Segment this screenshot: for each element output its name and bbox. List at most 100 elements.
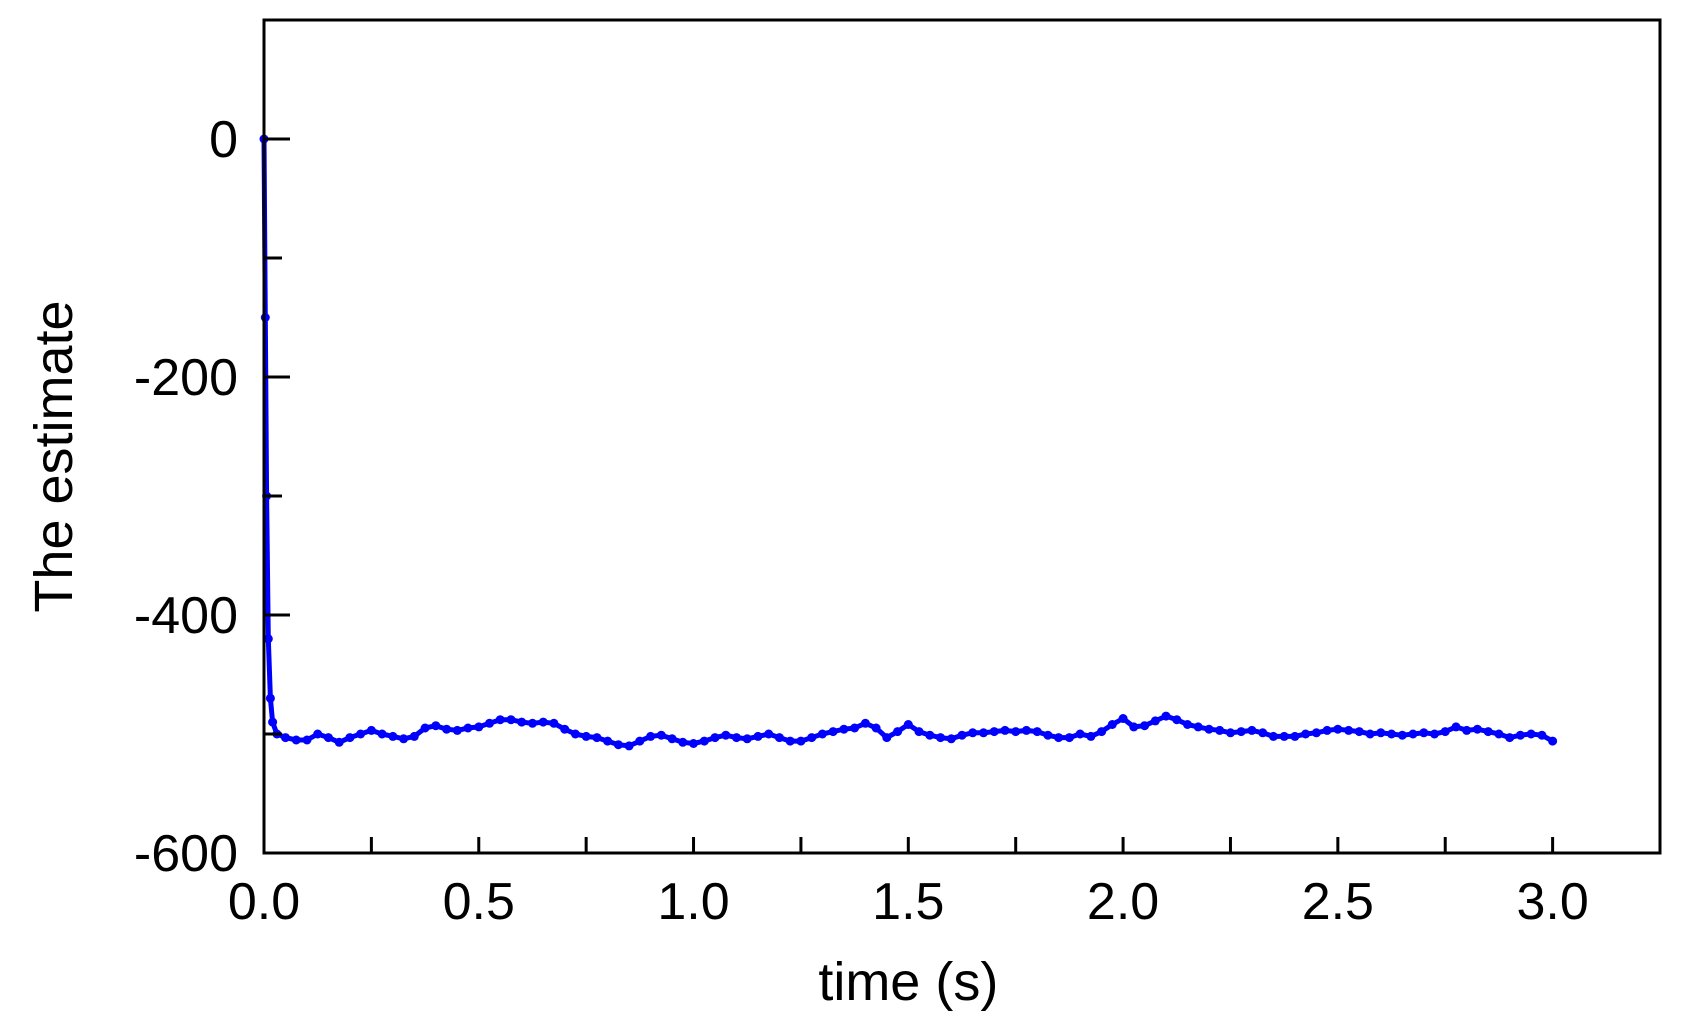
series-point (1054, 733, 1064, 743)
series-point (1494, 729, 1504, 739)
series-point (323, 733, 333, 743)
series-point (1279, 731, 1289, 741)
series-point (1333, 724, 1343, 734)
series-point (281, 733, 290, 743)
x-tick-label: 0.0 (228, 873, 300, 931)
series-point (1129, 722, 1139, 732)
series-point (463, 723, 473, 733)
series-point (925, 730, 935, 740)
series-point (265, 693, 275, 703)
series-point (914, 727, 924, 737)
series-point (388, 731, 398, 741)
y-tick-label: -200 (134, 349, 238, 407)
series-point (474, 722, 484, 732)
series-point (581, 731, 591, 741)
series-point (409, 731, 419, 741)
series-point (893, 727, 903, 737)
series-point (1365, 729, 1375, 739)
series-point (1161, 711, 1171, 721)
series-point (1301, 729, 1311, 739)
series-point (635, 736, 645, 746)
series-point (528, 718, 537, 728)
series-point (1064, 733, 1074, 743)
series-point (356, 729, 366, 739)
series-point (345, 733, 355, 743)
series-point (656, 730, 666, 740)
series-point (742, 734, 752, 744)
series-point (710, 733, 720, 743)
series-point (452, 725, 462, 735)
series-point (1451, 722, 1461, 732)
series-point (1204, 724, 1214, 734)
series-point (946, 734, 956, 744)
series-point (1268, 731, 1278, 741)
series-point (549, 718, 559, 728)
series-point (753, 731, 763, 741)
series-point (1419, 728, 1429, 738)
series-point (989, 727, 999, 737)
series-point (1107, 720, 1117, 729)
series-point (613, 740, 623, 750)
series-point (1215, 725, 1225, 735)
series-point (1011, 727, 1021, 737)
series-point (1290, 731, 1300, 741)
x-tick-label: 3.0 (1516, 873, 1588, 931)
series-point (968, 728, 978, 738)
series-point (1032, 727, 1042, 737)
series-point (1183, 720, 1192, 729)
series-point (442, 724, 452, 734)
series-point (689, 739, 698, 748)
series-point (1354, 727, 1364, 737)
series-point (334, 737, 344, 747)
series-point (1408, 729, 1418, 739)
series-point (828, 727, 838, 737)
series-point (1172, 715, 1182, 725)
x-tick-label: 1.5 (872, 873, 944, 931)
series-point (667, 734, 677, 744)
series-point (1118, 714, 1128, 723)
axis-ticks (262, 137, 1555, 855)
series-point (377, 729, 387, 739)
series-point (366, 725, 376, 735)
series-point (817, 729, 827, 739)
series-point (785, 736, 795, 746)
series-point (1526, 729, 1536, 739)
x-tick-label: 2.0 (1087, 873, 1159, 931)
series-point (1376, 728, 1386, 738)
series-point (1236, 727, 1246, 737)
series-point (860, 718, 870, 728)
series-point (1515, 730, 1525, 740)
series-point (1226, 728, 1235, 738)
series-point (1150, 716, 1160, 726)
series-point (732, 733, 741, 743)
series-point (1430, 729, 1439, 739)
series-point (903, 720, 913, 729)
series-point (517, 717, 527, 727)
series-point (1548, 736, 1558, 746)
y-axis-title: The estimate (24, 300, 84, 612)
series-point (570, 729, 580, 739)
x-tick-label: 2.5 (1302, 873, 1374, 931)
series-point (721, 730, 731, 740)
y-tick-label: 0 (209, 111, 238, 169)
series-point (399, 734, 409, 744)
series-point (592, 733, 602, 743)
series-point (431, 721, 441, 731)
series-point (313, 729, 323, 739)
series-point (1472, 724, 1482, 734)
series-point (678, 737, 688, 747)
series-point (263, 634, 273, 644)
series-point (1193, 722, 1203, 732)
series-point (485, 718, 494, 728)
series-point (1258, 728, 1268, 738)
series-point (538, 717, 548, 727)
series-point (957, 730, 967, 740)
series-point (871, 723, 881, 733)
series-point (506, 715, 516, 725)
tick-labels: 0.0 0.5 1.0 1.5 2.0 2.5 3.0 0 -200 -400 -600 (134, 111, 1589, 931)
series-point (302, 735, 312, 745)
plot-area (259, 134, 1558, 751)
series-point (1247, 725, 1257, 735)
series-point (495, 715, 505, 725)
